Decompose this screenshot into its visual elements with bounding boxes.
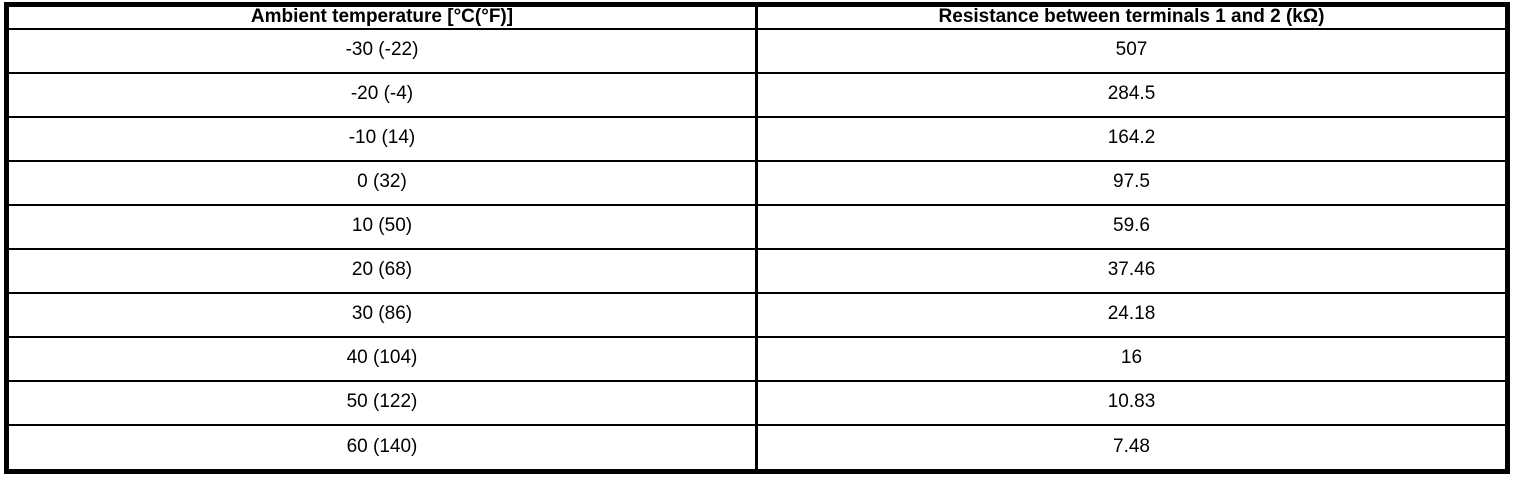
table-row: -10 (14) 164.2 xyxy=(5,115,1509,162)
table-row: 30 (86) 24.18 xyxy=(5,291,1509,338)
table-row: 50 (122) 10.83 xyxy=(5,379,1509,426)
temperature-cell: -20 (-4) xyxy=(5,71,758,118)
col-header-resistance: Resistance between terminals 1 and 2 (kΩ… xyxy=(755,3,1509,30)
temperature-cell: 0 (32) xyxy=(5,159,758,206)
header-row: Ambient temperature [°C(°F)] Resistance … xyxy=(5,3,1509,30)
table-row: -30 (-22) 507 xyxy=(5,27,1509,74)
resistance-cell: 16 xyxy=(755,335,1509,382)
col-header-temperature: Ambient temperature [°C(°F)] xyxy=(5,3,758,30)
temperature-cell: 30 (86) xyxy=(5,291,758,338)
resistance-cell: 164.2 xyxy=(755,115,1509,162)
table-row: 0 (32) 97.5 xyxy=(5,159,1509,206)
table-body: -30 (-22) 507 -20 (-4) 284.5 -10 (14) 164.2 0 … xyxy=(5,27,1509,473)
resistance-cell: 24.18 xyxy=(755,291,1509,338)
table-head: Ambient temperature [°C(°F)] Resistance … xyxy=(5,3,1509,30)
temperature-cell: 40 (104) xyxy=(5,335,758,382)
resistance-cell: 507 xyxy=(755,27,1509,74)
resistance-table: Ambient temperature [°C(°F)] Resistance … xyxy=(4,2,1510,474)
table-row: 40 (104) 16 xyxy=(5,335,1509,382)
resistance-cell: 284.5 xyxy=(755,71,1509,118)
temperature-cell: -10 (14) xyxy=(5,115,758,162)
table-row: 10 (50) 59.6 xyxy=(5,203,1509,250)
resistance-cell: 7.48 xyxy=(755,423,1509,473)
resistance-cell: 59.6 xyxy=(755,203,1509,250)
table-row: 60 (140) 7.48 xyxy=(5,423,1509,473)
table-row: 20 (68) 37.46 xyxy=(5,247,1509,294)
temperature-cell: 60 (140) xyxy=(5,423,758,473)
temperature-cell: 10 (50) xyxy=(5,203,758,250)
temperature-cell: -30 (-22) xyxy=(5,27,758,74)
table-row: -20 (-4) 284.5 xyxy=(5,71,1509,118)
temperature-cell: 20 (68) xyxy=(5,247,758,294)
temperature-cell: 50 (122) xyxy=(5,379,758,426)
resistance-cell: 37.46 xyxy=(755,247,1509,294)
resistance-cell: 10.83 xyxy=(755,379,1509,426)
resistance-cell: 97.5 xyxy=(755,159,1509,206)
